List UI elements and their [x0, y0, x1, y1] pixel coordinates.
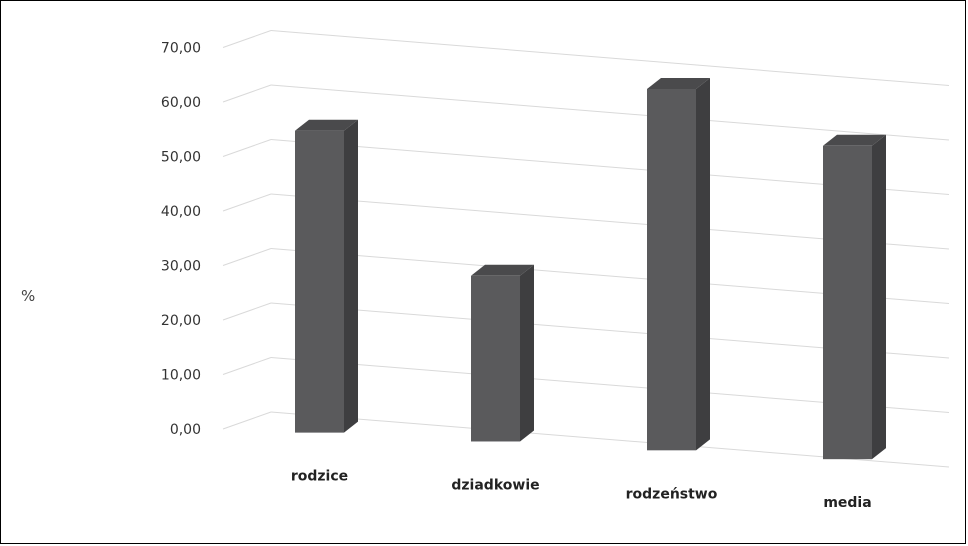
y-tick-label: 10,00 — [161, 368, 201, 384]
gridline-side — [222, 139, 272, 157]
gridline-side — [222, 193, 272, 212]
bar-top — [295, 119, 358, 131]
y-axis-ticks: 0,00 10,00 20,00 30,00 40,00 50,00 60,00 70,00 — [161, 41, 201, 439]
y-tick-label: 50,00 — [161, 150, 201, 166]
y-tick-label: 60,00 — [161, 95, 201, 111]
y-tick-label: 40,00 — [161, 204, 201, 220]
category-label: rodzeństwo — [626, 486, 718, 502]
bar-side — [344, 119, 358, 433]
bar — [295, 119, 358, 433]
category-label: rodzice — [291, 469, 348, 485]
bar-top — [823, 134, 886, 146]
bar-front — [647, 88, 696, 451]
bar — [471, 264, 534, 442]
bar-front — [471, 275, 520, 442]
gridline-side — [222, 248, 272, 266]
bar-side — [520, 264, 534, 442]
bar-side — [696, 77, 710, 451]
bar — [823, 134, 886, 460]
category-label: dziadkowie — [451, 477, 539, 493]
gridline-side — [222, 302, 272, 321]
bar-side — [872, 134, 886, 460]
bar-front — [295, 130, 344, 433]
bar-front — [823, 145, 872, 460]
gridline-back — [270, 30, 950, 86]
y-axis-label: % — [21, 287, 35, 305]
bars — [295, 77, 886, 460]
y-tick-label: 30,00 — [161, 259, 201, 275]
gridline-side — [222, 84, 272, 103]
category-label: media — [823, 495, 871, 511]
x-axis-categories: rodzice dziadkowie rodzeństwo media — [291, 469, 872, 512]
bar-top — [647, 77, 710, 89]
y-tick-label: 70,00 — [161, 41, 201, 57]
gridline-back — [270, 84, 950, 141]
gridline-side — [222, 30, 272, 48]
y-tick-label: 0,00 — [170, 422, 201, 438]
bar-top — [471, 264, 534, 276]
gridline-side — [222, 411, 272, 430]
gridline-side — [222, 357, 272, 375]
y-tick-label: 20,00 — [161, 313, 201, 329]
bar — [647, 77, 710, 451]
